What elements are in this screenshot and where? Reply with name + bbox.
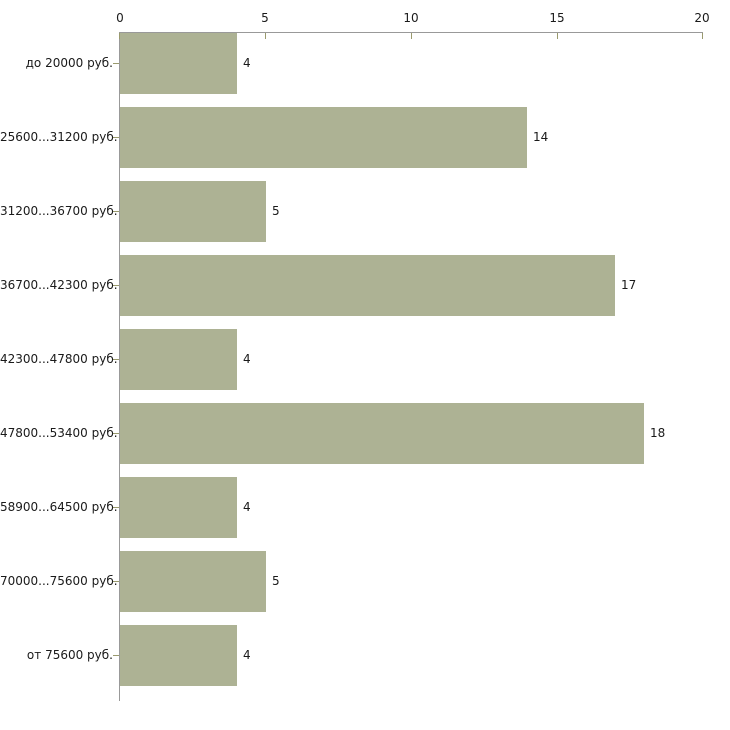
category-label-text-1: 25600...31200 руб. [0, 130, 118, 144]
x-tick-label-0: 0 [116, 11, 124, 25]
bar-value-5: 18 [650, 426, 666, 440]
y-tick-mark-1 [113, 137, 119, 138]
x-tick-mark-5 [265, 33, 266, 39]
bar-value-6: 4 [243, 500, 251, 514]
x-tick-mark-15 [557, 33, 558, 39]
bar-value-3: 17 [621, 278, 637, 292]
category-label-text-0: до 20000 руб. [25, 56, 113, 70]
bar-2 [120, 181, 266, 242]
bar-1 [120, 107, 527, 168]
category-label-3: 36700...42300 руб. [0, 278, 118, 292]
y-tick-mark-7 [113, 581, 119, 582]
y-tick-mark-2 [113, 211, 119, 212]
bar-value-1: 14 [533, 130, 549, 144]
bar-value-7: 5 [272, 574, 280, 588]
category-label-2: 31200...36700 руб. [0, 204, 118, 218]
bar-6 [120, 477, 237, 538]
category-label-text-3: 36700...42300 руб. [0, 278, 118, 292]
x-tick-label-2: 10 [403, 11, 419, 25]
y-tick-mark-3 [113, 285, 119, 286]
x-tick-mark-10 [411, 33, 412, 39]
category-label-1: 25600...31200 руб. [0, 130, 118, 144]
x-tick-label-3: 15 [549, 11, 565, 25]
y-axis-line [119, 32, 120, 701]
category-label-text-2: 31200...36700 руб. [0, 204, 118, 218]
x-tick-label-4: 20 [694, 11, 710, 25]
x-axis-line [119, 32, 703, 33]
bar-value-4: 4 [243, 352, 251, 366]
category-label-0: до 20000 руб. [0, 56, 113, 70]
bar-value-2: 5 [272, 204, 280, 218]
category-label-8: от 75600 руб. [0, 648, 113, 662]
bar-8 [120, 625, 237, 686]
bar-value-0: 4 [243, 56, 251, 70]
category-label-5: 47800...53400 руб. [0, 426, 118, 440]
category-label-text-4: 42300...47800 руб. [0, 352, 118, 366]
bar-3 [120, 255, 615, 316]
category-label-4: 42300...47800 руб. [0, 352, 118, 366]
x-tick-mark-20 [702, 33, 703, 39]
category-label-text-6: 58900...64500 руб. [0, 500, 118, 514]
x-tick-label-1: 5 [261, 11, 269, 25]
bar-7 [120, 551, 266, 612]
bar-0 [120, 33, 237, 94]
y-tick-mark-5 [113, 433, 119, 434]
y-tick-mark-8 [113, 655, 119, 656]
x-tick-mark-0 [119, 33, 120, 39]
category-label-7: 70000...75600 руб. [0, 574, 118, 588]
bar-5 [120, 403, 644, 464]
category-label-text-5: 47800...53400 руб. [0, 426, 118, 440]
category-label-text-8: от 75600 руб. [26, 648, 113, 662]
category-label-6: 58900...64500 руб. [0, 500, 118, 514]
y-tick-mark-6 [113, 507, 119, 508]
bar-4 [120, 329, 237, 390]
category-label-text-7: 70000...75600 руб. [0, 574, 118, 588]
y-tick-mark-0 [113, 63, 119, 64]
y-tick-mark-4 [113, 359, 119, 360]
bar-value-8: 4 [243, 648, 251, 662]
